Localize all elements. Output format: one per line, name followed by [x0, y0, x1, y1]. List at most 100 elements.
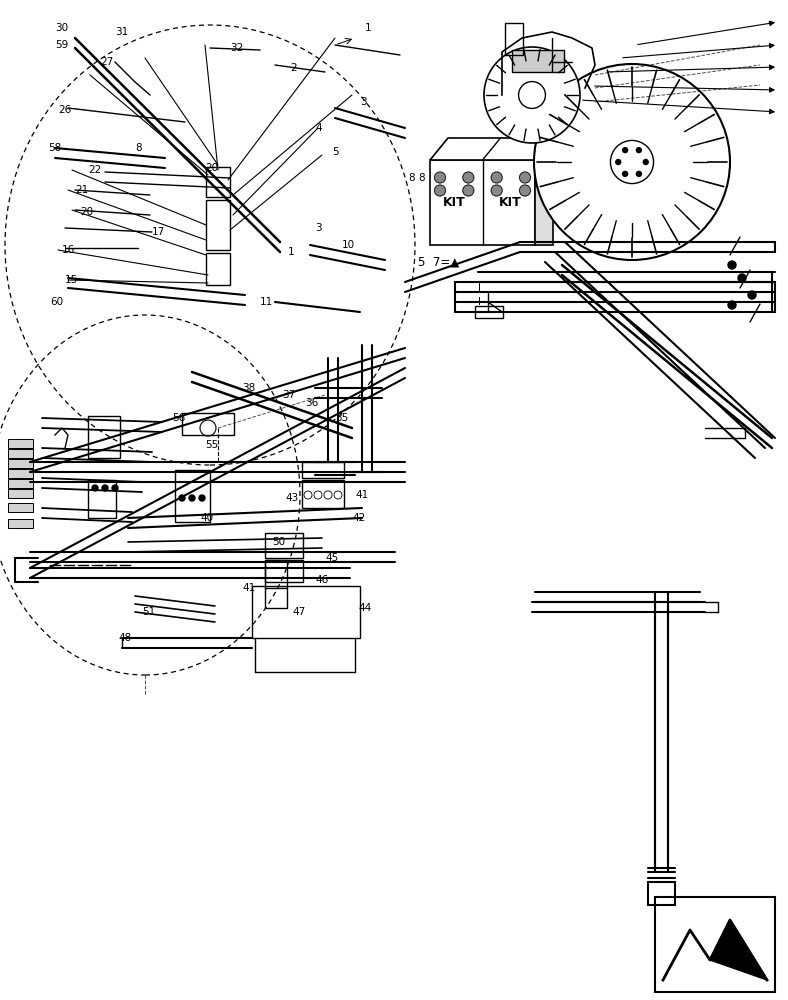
Circle shape [748, 291, 756, 299]
Circle shape [643, 159, 649, 164]
Bar [302, 462, 344, 478]
Circle shape [519, 172, 530, 183]
Text: 8: 8 [408, 173, 414, 183]
Polygon shape [430, 138, 553, 160]
Bar [252, 586, 360, 638]
Text: 37: 37 [282, 390, 296, 400]
Text: 3: 3 [315, 223, 322, 233]
Circle shape [728, 301, 736, 309]
Bar [8, 489, 33, 498]
Text: 38: 38 [242, 383, 255, 393]
Text: 20: 20 [80, 207, 93, 217]
Bar [475, 306, 503, 318]
Text: 27: 27 [100, 57, 113, 67]
Bar [8, 503, 33, 512]
Bar [8, 439, 33, 448]
Text: I: I [478, 297, 481, 307]
Polygon shape [710, 920, 767, 980]
Bar [206, 253, 230, 285]
Text: 22: 22 [88, 165, 101, 175]
Circle shape [189, 495, 195, 501]
Circle shape [615, 159, 621, 164]
Bar [206, 200, 230, 250]
Bar [8, 459, 33, 468]
Bar [88, 416, 120, 458]
Text: 5: 5 [332, 147, 339, 157]
Text: 48: 48 [118, 633, 132, 643]
Text: 2: 2 [290, 63, 296, 73]
Text: 32: 32 [230, 43, 243, 53]
Text: 20: 20 [205, 163, 218, 173]
Text: 40: 40 [200, 513, 213, 523]
Circle shape [623, 148, 627, 153]
Text: 42: 42 [352, 513, 366, 523]
Text: 60: 60 [50, 297, 63, 307]
Circle shape [102, 485, 108, 491]
Text: 8: 8 [135, 143, 142, 153]
Text: 43: 43 [285, 493, 298, 503]
Bar [8, 469, 33, 478]
Text: 17: 17 [152, 227, 165, 237]
Text: 45: 45 [325, 553, 338, 563]
Bar [430, 160, 535, 245]
Text: 41: 41 [355, 490, 368, 500]
Circle shape [728, 261, 736, 269]
Circle shape [112, 485, 118, 491]
Text: 15: 15 [65, 275, 78, 285]
Circle shape [637, 148, 641, 153]
Text: 36: 36 [305, 398, 318, 408]
Text: 44: 44 [358, 603, 371, 613]
Bar [182, 413, 234, 435]
Text: 4: 4 [315, 123, 322, 133]
Text: 59: 59 [55, 40, 69, 50]
Circle shape [434, 172, 445, 183]
Circle shape [738, 274, 746, 282]
Text: 58: 58 [48, 143, 61, 153]
Bar [265, 560, 303, 582]
Text: 3: 3 [360, 97, 366, 107]
Polygon shape [535, 138, 553, 245]
Circle shape [491, 185, 502, 196]
Text: 46: 46 [315, 575, 329, 585]
Circle shape [179, 495, 185, 501]
Bar [505, 23, 523, 55]
Circle shape [534, 64, 730, 260]
Text: 31: 31 [115, 27, 128, 37]
Text: 21: 21 [75, 185, 88, 195]
Text: 1: 1 [365, 23, 372, 33]
Circle shape [484, 47, 580, 143]
Text: 5  7=▲: 5 7=▲ [418, 255, 459, 268]
Bar [512, 50, 564, 72]
Circle shape [463, 172, 474, 183]
Text: 41: 41 [242, 583, 255, 593]
Bar [265, 560, 287, 608]
Text: 51: 51 [142, 607, 155, 617]
Circle shape [519, 185, 530, 196]
Text: 26: 26 [58, 105, 71, 115]
Bar [302, 480, 344, 508]
Text: KIT: KIT [443, 196, 466, 209]
Text: 55: 55 [205, 440, 218, 450]
Bar [265, 533, 303, 558]
Bar [655, 897, 775, 992]
Circle shape [92, 485, 98, 491]
Text: 47: 47 [292, 607, 305, 617]
Text: 35: 35 [335, 413, 348, 423]
Text: KIT: KIT [499, 196, 522, 209]
Circle shape [463, 185, 474, 196]
Bar [8, 449, 33, 458]
Bar [175, 470, 210, 522]
Circle shape [491, 172, 502, 183]
Text: 8: 8 [418, 173, 425, 183]
Circle shape [637, 171, 641, 176]
Text: 50: 50 [272, 537, 285, 547]
Circle shape [434, 185, 445, 196]
Bar [8, 519, 33, 528]
Circle shape [611, 140, 653, 184]
Text: 10: 10 [342, 240, 355, 250]
Text: 1: 1 [288, 247, 295, 257]
Text: 11: 11 [260, 297, 273, 307]
Text: 16: 16 [62, 245, 75, 255]
Bar [206, 167, 230, 197]
Bar [8, 479, 33, 488]
